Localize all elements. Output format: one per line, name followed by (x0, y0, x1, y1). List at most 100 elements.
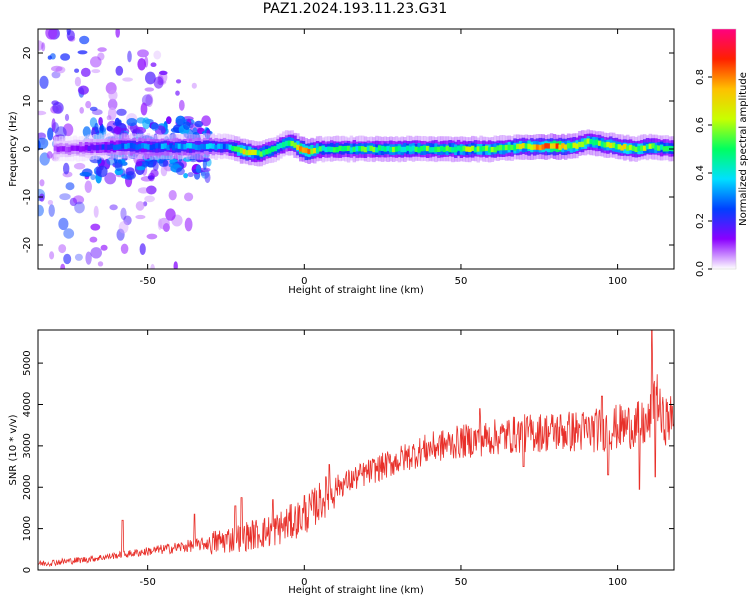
heatmap-cloud-blob (79, 171, 92, 177)
heatmap-ridge-cell (169, 143, 173, 149)
heatmap-ridge-cell (273, 145, 277, 152)
colorbar-tick-label: 0.8 (695, 69, 706, 85)
heatmap-noise-blob (73, 162, 86, 170)
x-tick-label: -50 (139, 577, 155, 588)
heatmap-noise-blob (137, 49, 149, 58)
heatmap-ridge-cell (535, 144, 540, 150)
heatmap-ridge-cell (64, 147, 69, 153)
heatmap-ridge-cell (493, 147, 497, 153)
snr-x-ticks: -50 0 50 100 (139, 330, 627, 588)
heatmap-ridge-cell (172, 144, 176, 151)
heatmap-ridge-cell (256, 150, 261, 156)
heatmap-noise-blob (45, 29, 58, 40)
heatmap-ridge-cell (76, 145, 80, 151)
heatmap-ridge-cell (417, 147, 421, 153)
heatmap-ridge-cell (101, 144, 105, 150)
heatmap-ridge-cell (566, 143, 571, 149)
heatmap-cloud-blob (202, 158, 207, 170)
heatmap-ridge-cell (79, 146, 83, 152)
heatmap-noise-blob (184, 192, 194, 202)
heatmap-cloud-blob (114, 117, 120, 126)
heatmap-noise-blob (140, 102, 148, 116)
heatmap-ridge-cell (549, 143, 554, 149)
heatmap-ridge-cell (561, 143, 565, 149)
heatmap-ridge-cell (118, 144, 122, 150)
heatmap-noise-blob (146, 233, 158, 240)
heatmap-ridge-cell (383, 146, 387, 152)
heatmap-ridge-cell (355, 146, 359, 152)
heatmap-ridge-cell (67, 146, 72, 153)
heatmap-ridge-cell (533, 144, 537, 150)
heatmap-noise-blob (146, 185, 157, 195)
heatmap-ridge-cell (442, 146, 447, 153)
heatmap-noise-blob (118, 221, 129, 234)
heatmap-ridge-cell (538, 144, 543, 151)
heatmap-ridge-cell (369, 145, 373, 151)
heatmap-ridge-cell (104, 144, 108, 150)
heatmap-ridge-cell (504, 144, 509, 151)
heatmap-ridge-cell (152, 144, 156, 150)
heatmap-ridge-cell (564, 144, 568, 150)
heatmap-noise-blob (63, 228, 75, 239)
heatmap-cloud-blob (113, 126, 121, 135)
heatmap-noise-blob (38, 137, 49, 149)
y-tick-label: 3000 (22, 433, 33, 458)
heatmap-ridge-cell (586, 138, 590, 144)
heatmap-ridge-cell (583, 139, 588, 145)
heatmap-ridge-cell (186, 143, 190, 149)
heatmap-ridge-cell (332, 147, 337, 153)
heatmap-noise-blob (60, 263, 66, 269)
heatmap-cloud-blob (201, 115, 212, 127)
heatmap-noise-blob (60, 53, 71, 61)
heatmap-ridge-cell (397, 145, 402, 151)
heatmap-noise-blob (107, 107, 117, 121)
heatmap-ridge-cell (203, 144, 207, 150)
y-tick-label: -20 (22, 237, 33, 253)
heatmap-noise-blob (158, 217, 170, 230)
colorbar-tick-label: 0.4 (695, 165, 706, 181)
heatmap-ridge-cell (115, 144, 120, 150)
heatmap-ridge-cell (440, 146, 444, 152)
heatmap-ridge-cell (318, 146, 323, 152)
heatmap-ridge-cell (239, 147, 244, 154)
heatmap-ridge-cell (628, 144, 633, 151)
heatmap-ridge-cell (569, 143, 574, 149)
heatmap-noise-blob (38, 110, 47, 116)
heatmap-ridge-cell (110, 143, 114, 149)
heatmap-noise-blob (122, 77, 133, 82)
heatmap-ridge-cell (124, 143, 128, 150)
heatmap-ridge-cell (349, 147, 354, 153)
heatmap-noise-blob (58, 244, 67, 254)
heatmap-ridge-cell (174, 143, 179, 149)
heatmap-ridge-cell (620, 145, 624, 151)
heatmap-noise-blob (74, 253, 83, 261)
heatmap-ridge-cell (657, 145, 661, 151)
heatmap-ridge-cell (544, 143, 548, 149)
heatmap-noise-blob (79, 35, 90, 45)
heatmap-noise-blob (127, 50, 132, 63)
heatmap-ridge-cell (637, 146, 641, 152)
heatmap-ridge-cell (476, 146, 480, 152)
heatmap-ridge-cell (180, 144, 184, 150)
heatmap-ridge-cell (56, 146, 60, 152)
snr-y-axis-label: SNR (10 * v/v) (8, 414, 19, 485)
heatmap-ridge-cell (428, 147, 433, 153)
heatmap-noise-blob (135, 201, 145, 211)
heatmap-noise-blob (84, 180, 93, 193)
heatmap-ridge-cell (81, 146, 86, 152)
heatmap-ridge-cell (425, 145, 430, 152)
chart-title: PAZ1.2024.193.11.23.G31 (262, 1, 448, 17)
heatmap-noise-blob (97, 261, 104, 267)
heatmap-ridge-cell (437, 146, 441, 152)
snr-frame (37, 329, 675, 571)
heatmap-ridge-cell (98, 144, 103, 150)
heatmap-ridge-cell (640, 145, 644, 151)
heatmap-ridge-cell (648, 143, 652, 149)
heatmap-ridge-cell (324, 146, 328, 153)
heatmap-ridge-cell (158, 143, 162, 149)
heatmap-noise-blob (39, 75, 49, 89)
heatmap-ridge-cell (160, 143, 165, 149)
heatmap-noise-blob (66, 29, 71, 36)
y-tick-label: 0 (22, 146, 33, 152)
